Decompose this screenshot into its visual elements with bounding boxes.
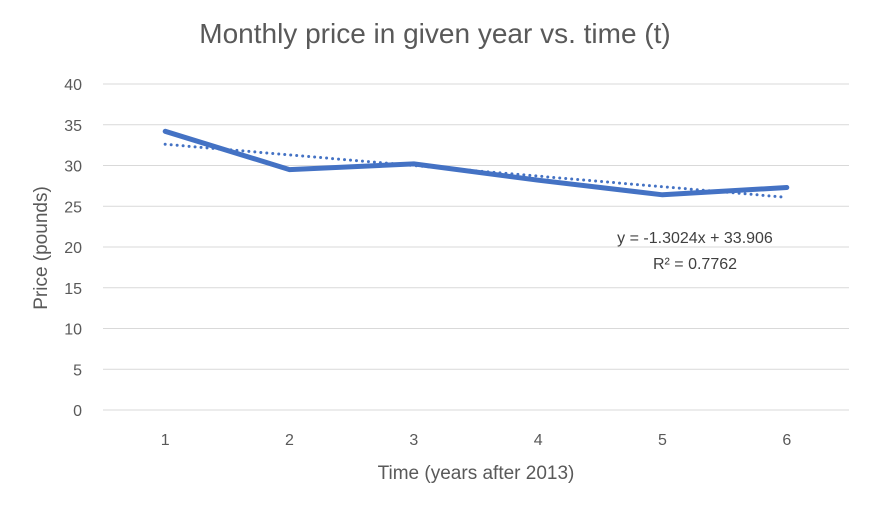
series-group [162, 128, 790, 198]
y-tick-label: 30 [64, 159, 82, 176]
y-axis-tick-labels: 0 5 10 15 20 25 30 35 40 [64, 77, 82, 420]
x-tick-label: 3 [409, 432, 418, 449]
y-tick-label: 15 [64, 281, 82, 298]
y-tick-label: 10 [64, 322, 82, 339]
y-axis-title: Price (pounds) [31, 186, 52, 310]
y-tick-label: 0 [73, 403, 82, 420]
y-tick-label: 5 [73, 362, 82, 379]
y-tick-label: 40 [64, 77, 82, 94]
trendline-r-squared: R² = 0.7762 [653, 256, 737, 273]
y-tick-label: 20 [64, 240, 82, 257]
x-tick-label: 6 [782, 432, 791, 449]
x-tick-label: 4 [534, 432, 543, 449]
x-axis-tick-labels: 1 2 3 4 5 6 [161, 432, 792, 449]
x-axis-title: Time (years after 2013) [378, 463, 575, 484]
chart-title: Monthly price in given year vs. time (t) [199, 18, 671, 49]
trendline-equation: y = -1.3024x + 33.906 [617, 230, 773, 247]
y-tick-label: 35 [64, 118, 82, 135]
series-line-0 [162, 128, 790, 198]
x-tick-label: 5 [658, 432, 667, 449]
y-tick-label: 25 [64, 199, 82, 216]
x-tick-label: 2 [285, 432, 294, 449]
x-tick-label: 1 [161, 432, 170, 449]
gridlines [103, 83, 849, 411]
